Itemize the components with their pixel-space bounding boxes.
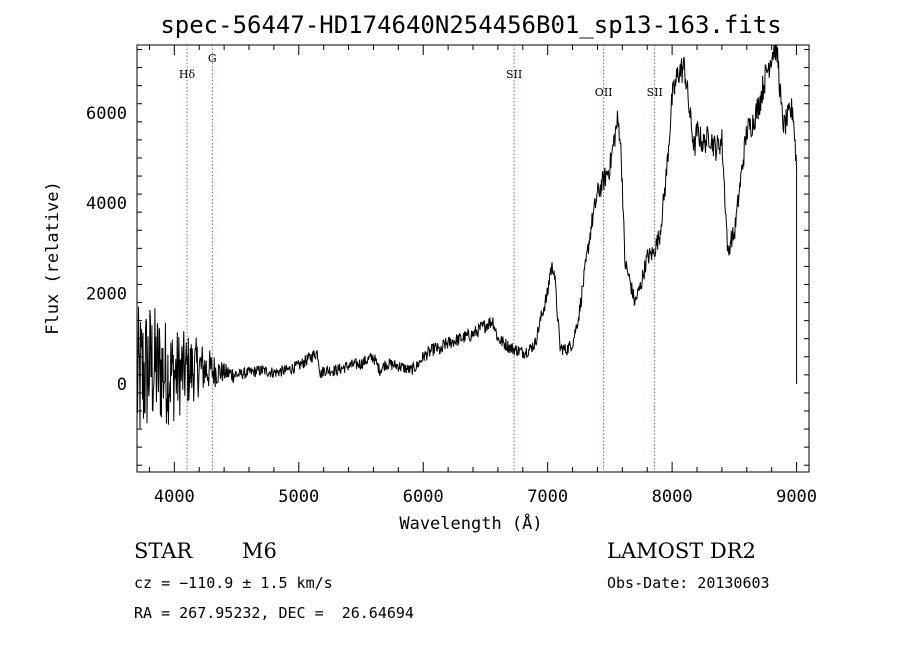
redshift-text: cz = −110.9 ± 1.5 km/s	[134, 574, 333, 592]
y-axis-label: Flux (relative)	[43, 181, 63, 335]
x-tick-label: 7000	[527, 487, 568, 507]
x-tick-label: 8000	[652, 487, 693, 507]
spectral-line-markers: Hδ G SII OII SII	[179, 45, 663, 472]
spectrum-chart: spec-56447-HD174640N254456B01_sp13-163.f…	[43, 11, 817, 534]
x-axis-label: Wavelength (Å)	[399, 512, 542, 534]
y-tick-label: 6000	[86, 104, 127, 124]
x-tick-label: 6000	[403, 487, 444, 507]
axis-ticks: 4000 5000 6000 7000 8000 9000 0 2000 4000 6000	[86, 45, 817, 507]
x-tick-label: 4000	[154, 487, 195, 507]
spectral-line-label: Hδ	[179, 68, 196, 81]
chart-title: spec-56447-HD174640N254456B01_sp13-163.f…	[160, 11, 781, 39]
object-subclass: M6	[242, 539, 277, 563]
object-class: STAR	[134, 539, 193, 563]
spectral-line-label: OII	[595, 86, 613, 99]
y-tick-label: 2000	[86, 285, 127, 305]
y-tick-label: 0	[117, 375, 127, 395]
radec-text: RA = 267.95232, DEC = 26.64694	[134, 604, 414, 622]
spectral-line-label: G	[208, 52, 217, 65]
x-tick-label: 9000	[776, 487, 817, 507]
spectral-line-label: SII	[506, 68, 522, 81]
x-tick-label: 5000	[278, 487, 319, 507]
y-tick-label: 4000	[86, 194, 127, 214]
spectral-line-label: SII	[647, 86, 663, 99]
plot-frame	[136, 44, 810, 473]
obs-date-text: Obs-Date: 20130603	[607, 574, 770, 592]
survey-label: LAMOST DR2	[607, 539, 756, 563]
spectrum-line	[136, 44, 798, 429]
